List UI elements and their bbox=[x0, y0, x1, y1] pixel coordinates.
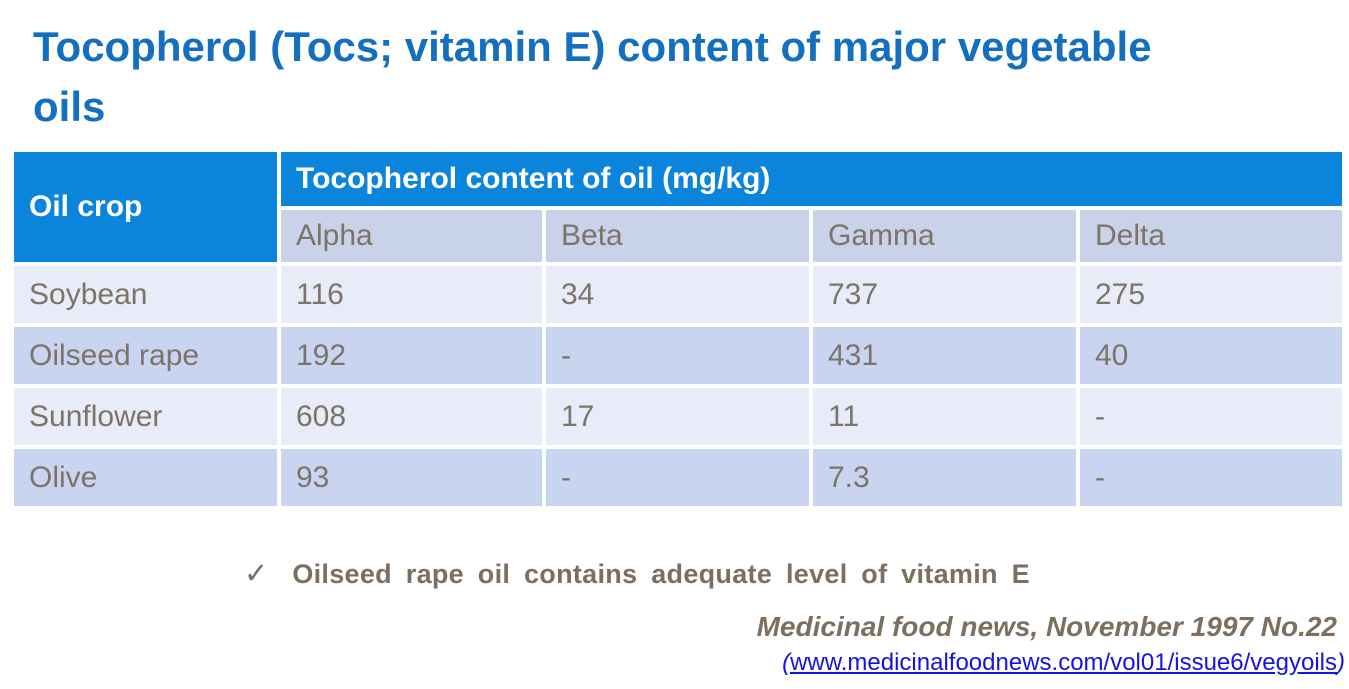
table-row: Oilseed rape 192 - 431 40 bbox=[14, 327, 1343, 384]
column-header-beta: Beta bbox=[546, 210, 809, 262]
cell-beta: 34 bbox=[546, 266, 809, 323]
cell-alpha: 93 bbox=[281, 449, 542, 506]
row-crop-name: Olive bbox=[14, 449, 277, 506]
source-link[interactable]: www.medicinalfoodnews.com/vol01/issue6/v… bbox=[790, 649, 1337, 676]
cell-alpha: 608 bbox=[281, 388, 542, 445]
cell-beta: - bbox=[546, 327, 809, 384]
cell-delta: 275 bbox=[1080, 266, 1343, 323]
cell-gamma: 7.3 bbox=[813, 449, 1076, 506]
source-citation: Medicinal food news, November 1997 No.22 bbox=[756, 611, 1337, 642]
table-row: Soybean 116 34 737 275 bbox=[14, 266, 1343, 323]
checkmark-icon: ✓ bbox=[244, 558, 269, 590]
key-point-bullet: ✓ Oilseed rape oil contains adequate leve… bbox=[244, 556, 1030, 591]
row-crop-name: Oilseed rape bbox=[14, 327, 277, 384]
table-row: Sunflower 608 17 11 - bbox=[14, 388, 1343, 445]
table-row: Olive 93 - 7.3 - bbox=[14, 449, 1343, 506]
cell-alpha: 192 bbox=[281, 327, 542, 384]
source-link-line: (www.medicinalfoodnews.com/vol01/issue6/… bbox=[782, 649, 1345, 677]
table-header-row: Oil crop Tocopherol content of oil (mg/k… bbox=[14, 152, 1343, 262]
link-open-paren: ( bbox=[782, 649, 791, 676]
cell-beta: - bbox=[546, 449, 809, 506]
row-crop-name: Soybean bbox=[14, 266, 277, 323]
cell-delta: - bbox=[1080, 388, 1343, 445]
slide-title: Tocopherol (Tocs; vitamin E) content of … bbox=[33, 23, 1152, 130]
cell-gamma: 737 bbox=[813, 266, 1076, 323]
link-close-paren: ) bbox=[1337, 649, 1345, 676]
column-header-delta: Delta bbox=[1080, 210, 1343, 262]
table-subheader-row: Alpha Beta Gamma Delta bbox=[14, 210, 1343, 262]
key-point-text: Oilseed rape oil contains adequate level… bbox=[292, 559, 1030, 589]
cell-beta: 17 bbox=[546, 388, 809, 445]
cell-delta: - bbox=[1080, 449, 1343, 506]
tocopherol-table: Oil crop Tocopherol content of oil (mg/k… bbox=[10, 148, 1346, 510]
cell-gamma: 11 bbox=[813, 388, 1076, 445]
column-header-alpha: Alpha bbox=[281, 210, 542, 262]
row-crop-name: Sunflower bbox=[14, 388, 277, 445]
table-corner-header: Oil crop bbox=[14, 152, 277, 262]
table-group-header: Tocopherol content of oil (mg/kg) bbox=[281, 152, 1343, 206]
cell-gamma: 431 bbox=[813, 327, 1076, 384]
cell-alpha: 116 bbox=[281, 266, 542, 323]
column-header-gamma: Gamma bbox=[813, 210, 1076, 262]
cell-delta: 40 bbox=[1080, 327, 1343, 384]
tocopherol-table-container: Oil crop Tocopherol content of oil (mg/k… bbox=[10, 148, 1343, 510]
